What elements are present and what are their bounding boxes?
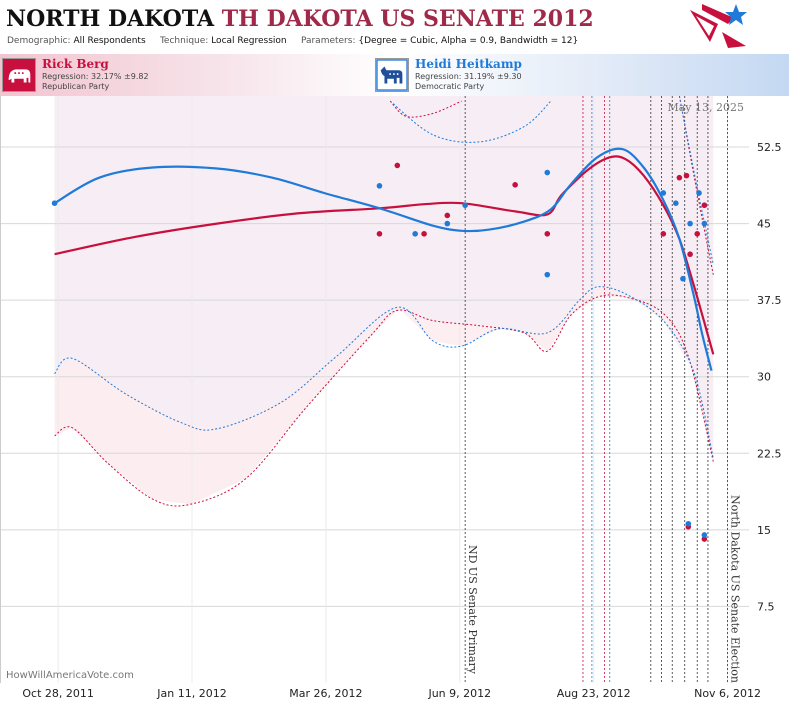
candidate-name: Heidi Heitkamp: [415, 57, 522, 71]
rick-berg-lower-band: [54, 294, 714, 507]
heidi-heitkamp-poll-point: [696, 190, 702, 196]
rick-berg-poll-point: [512, 182, 518, 188]
technique-value: Local Regression: [211, 36, 287, 46]
candidate-bar: Rick Berg Regression: 32.17% ±9.82 Repub…: [0, 54, 789, 96]
rick-berg-poll-point: [683, 172, 690, 179]
x-tick-label: Jun 9, 2012: [427, 687, 491, 700]
y-tick-label: 52.5: [757, 141, 782, 154]
regression-chart: ND US Senate Primary North Dakota US Sena…: [1, 96, 782, 700]
race-title: TH DAKOTA US SENATE 2012: [221, 6, 594, 32]
x-tick-label: Nov 6, 2012: [694, 687, 761, 700]
rick-berg-poll-point: [694, 231, 701, 237]
parameters-value: {Degree = Cubic, Alpha = 0.9, Bandwidth …: [358, 36, 579, 46]
heidi-heitkamp-upper-band: [389, 100, 552, 143]
heidi-heitkamp-lower-band: [54, 286, 714, 459]
parameters-line: Demographic: All Respondents Technique: …: [7, 36, 578, 46]
x-tick-label: Oct 28, 2011: [22, 687, 94, 700]
date-stamp: May 13, 2025: [667, 101, 744, 114]
state-title: NORTH DAKOTA: [6, 6, 215, 32]
heidi-heitkamp-upper-band-tail: [678, 96, 714, 265]
rick-berg-poll-point: [394, 162, 401, 169]
republican-band-fill: [54, 286, 714, 505]
heidi-heitkamp-poll-point: [660, 190, 667, 196]
heidi-heitkamp-poll-point: [685, 520, 692, 527]
x-tick-label: Aug 23, 2012: [557, 687, 631, 700]
heidi-heitkamp-poll-point: [701, 532, 708, 538]
y-tick-label: 45: [757, 218, 771, 231]
rick-berg-poll-point: [376, 231, 383, 237]
rick-berg-poll-point: [421, 231, 427, 237]
heidi-heitkamp-regression-line: [54, 147, 713, 371]
heidi-heitkamp-poll-point: [544, 169, 551, 176]
parameters-label: Parameters:: [300, 36, 356, 46]
rick-berg-poll-point: [701, 536, 708, 542]
heidi-heitkamp-poll-point: [444, 220, 451, 227]
watermark: HowWillAmericaVote.com: [6, 670, 134, 681]
event-label: ND US Senate Primary: [466, 545, 479, 675]
candidate-regression: Regression: 32.17% ±9.82: [42, 72, 149, 81]
demographic-value: All Respondents: [73, 36, 146, 46]
flag-logo-icon: [690, 4, 747, 48]
rick-berg-poll-point: [676, 174, 683, 181]
technique-label: Technique:: [159, 36, 209, 46]
heidi-heitkamp-poll-point: [462, 202, 468, 209]
y-tick-label: 15: [757, 524, 771, 537]
chart-header: NORTH DAKOTA TH DAKOTA US SENATE 2012 De…: [0, 0, 789, 52]
event-label: North Dakota US Senate Election: [729, 495, 742, 683]
heidi-heitkamp-poll-point: [673, 200, 679, 206]
elephant-icon: [2, 58, 36, 92]
x-tick-label: Jan 11, 2012: [156, 687, 226, 700]
heidi-heitkamp-poll-point: [687, 220, 693, 227]
candidate-party: Republican Party: [42, 82, 110, 91]
donkey-icon: [375, 58, 409, 92]
candidate-regression: Regression: 31.19% ±9.30: [415, 72, 522, 81]
candidate-name: Rick Berg: [42, 57, 109, 71]
heidi-heitkamp-poll-point: [376, 183, 383, 189]
y-tick-label: 22.5: [757, 447, 782, 460]
heidi-heitkamp-poll-point: [680, 275, 686, 282]
heidi-heitkamp-poll-point: [51, 200, 58, 206]
heidi-heitkamp-poll-point: [412, 231, 418, 237]
rick-berg-poll-point: [701, 202, 708, 209]
y-tick-label: 30: [757, 371, 771, 384]
page-title: NORTH DAKOTA TH DAKOTA US SENATE 2012: [6, 6, 594, 32]
rick-berg-poll-point: [544, 231, 551, 237]
x-tick-label: Mar 26, 2012: [289, 687, 362, 700]
rick-berg-poll-point: [444, 212, 451, 219]
rick-berg-poll-point: [687, 251, 693, 258]
heidi-heitkamp-poll-point: [701, 220, 708, 227]
y-tick-label: 37.5: [757, 294, 782, 307]
heidi-heitkamp-poll-point: [544, 271, 551, 278]
y-tick-label: 7.5: [757, 600, 775, 613]
candidate-party: Democratic Party: [415, 82, 485, 91]
demographic-label: Demographic:: [7, 36, 71, 46]
rick-berg-poll-point: [660, 231, 667, 237]
